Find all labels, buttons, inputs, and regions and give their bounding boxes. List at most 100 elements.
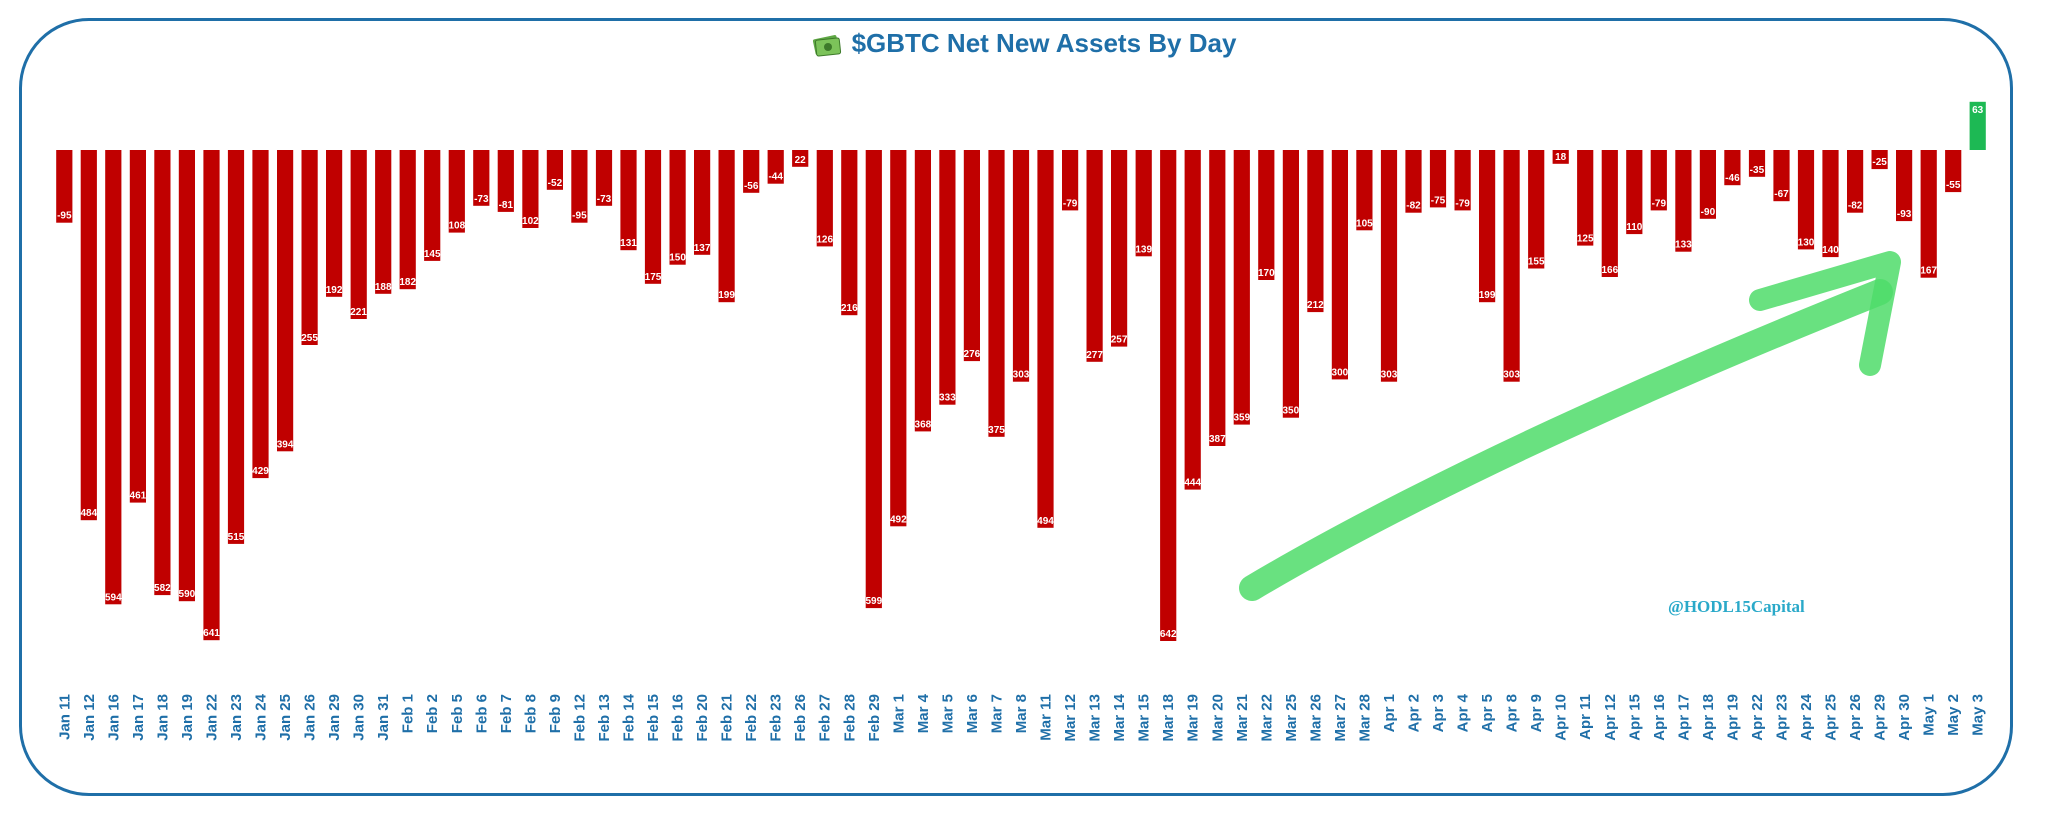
x-tick-label: Apr 17	[1675, 694, 1692, 741]
x-tick-label: Feb 23	[768, 694, 785, 742]
bar	[571, 150, 588, 223]
bar	[1331, 150, 1348, 380]
x-tick-label: Feb 28	[841, 694, 858, 742]
x-tick-label: Apr 1	[1381, 694, 1398, 732]
data-label: 133	[1675, 240, 1692, 251]
x-tick-label: Apr 10	[1553, 694, 1570, 741]
x-tick-label: Mar 27	[1332, 694, 1349, 742]
bar	[1577, 150, 1594, 246]
bar	[1503, 150, 1520, 382]
data-label: -93	[1897, 209, 1912, 220]
x-tick-label: Apr 26	[1847, 694, 1864, 741]
chart-frame	[19, 18, 2013, 796]
data-label: 303	[1381, 370, 1398, 381]
x-tick-label: Mar 6	[964, 694, 981, 733]
trend-arrow	[1239, 251, 1901, 601]
bar	[1062, 150, 1079, 211]
bar	[792, 150, 809, 167]
x-tick-label: Jan 24	[253, 693, 270, 740]
x-tick-label: Jan 16	[105, 694, 122, 741]
x-tick-label: Mar 5	[939, 694, 956, 733]
money-icon	[812, 34, 841, 57]
data-label: 594	[105, 592, 122, 603]
data-label: 255	[301, 333, 318, 344]
bar	[424, 150, 441, 261]
x-tick-label: Jan 26	[302, 694, 319, 741]
data-label: -35	[1750, 165, 1765, 176]
x-tick-label: Feb 16	[670, 694, 687, 742]
bar	[1184, 150, 1201, 490]
x-tick-label: Feb 6	[473, 694, 490, 733]
bar	[1307, 150, 1324, 313]
bar	[1601, 150, 1618, 277]
x-tick-label: Mar 15	[1136, 694, 1153, 742]
x-tick-label: Feb 7	[498, 694, 515, 733]
x-tick-label: Feb 22	[743, 694, 760, 742]
x-tick-label: Feb 14	[621, 693, 638, 741]
data-label: 303	[1503, 370, 1520, 381]
bar	[1282, 150, 1299, 418]
x-tick-label: Apr 29	[1872, 694, 1889, 741]
x-tick-label: Jan 23	[228, 694, 245, 741]
chart-title: $GBTC Net New Assets By Day	[851, 28, 1237, 58]
x-tick-label: Jan 30	[351, 694, 368, 741]
data-label: -44	[768, 172, 783, 183]
bar	[939, 150, 956, 405]
data-label: 333	[939, 393, 956, 404]
bar	[105, 150, 122, 605]
data-label: -79	[1455, 198, 1470, 209]
bar	[1847, 150, 1864, 213]
bar	[1429, 150, 1447, 208]
x-tick-label: Feb 21	[719, 694, 736, 742]
x-tick-label: Apr 8	[1504, 694, 1521, 732]
x-tick-label: Apr 23	[1774, 694, 1791, 741]
data-label: -67	[1774, 189, 1789, 200]
data-label: -79	[1652, 198, 1667, 209]
data-label: 515	[228, 532, 245, 543]
data-label: -81	[499, 200, 514, 211]
data-label: 216	[841, 303, 858, 314]
bar	[546, 150, 563, 190]
bar	[1797, 150, 1815, 250]
data-label: 150	[669, 253, 686, 264]
data-label: 137	[694, 243, 711, 254]
data-label: -73	[474, 194, 489, 205]
bar	[227, 150, 245, 544]
data-label: 484	[80, 508, 97, 519]
bar	[1405, 150, 1422, 213]
bar	[1233, 150, 1250, 425]
x-tick-label: Feb 2	[424, 694, 441, 733]
bar	[988, 150, 1005, 437]
x-tick-label: Mar 19	[1185, 694, 1202, 742]
x-tick-label: Mar 22	[1258, 694, 1275, 742]
data-label: 18	[1555, 152, 1567, 163]
bar	[129, 150, 146, 503]
x-tick-label: Apr 15	[1626, 694, 1643, 741]
x-tick-label: Feb 8	[522, 694, 539, 733]
data-label: -82	[1406, 201, 1421, 212]
bar	[1160, 150, 1177, 641]
data-label: -55	[1946, 180, 1961, 191]
x-tick-label: Jan 17	[130, 694, 147, 741]
x-tick-label: Apr 22	[1749, 694, 1766, 741]
x-tick-label: Feb 27	[817, 694, 834, 742]
data-label: 599	[865, 596, 882, 607]
x-tick-label: Mar 8	[1013, 694, 1030, 733]
bar	[620, 150, 637, 251]
bar	[522, 150, 539, 228]
data-label: 461	[130, 491, 147, 502]
x-tick-label: Mar 21	[1234, 694, 1251, 742]
bar	[1724, 150, 1741, 186]
data-label: -73	[597, 194, 612, 205]
bar	[1380, 150, 1398, 382]
bar	[1086, 150, 1103, 362]
x-tick-label: Apr 12	[1602, 694, 1619, 741]
bar	[1773, 150, 1790, 202]
x-tick-label: Apr 4	[1455, 693, 1472, 732]
x-tick-label: Jan 31	[375, 694, 392, 741]
bar	[1012, 150, 1030, 382]
data-label: 175	[645, 272, 662, 283]
x-tick-label: Apr 30	[1896, 694, 1913, 741]
x-tick-label: Apr 16	[1651, 694, 1668, 741]
